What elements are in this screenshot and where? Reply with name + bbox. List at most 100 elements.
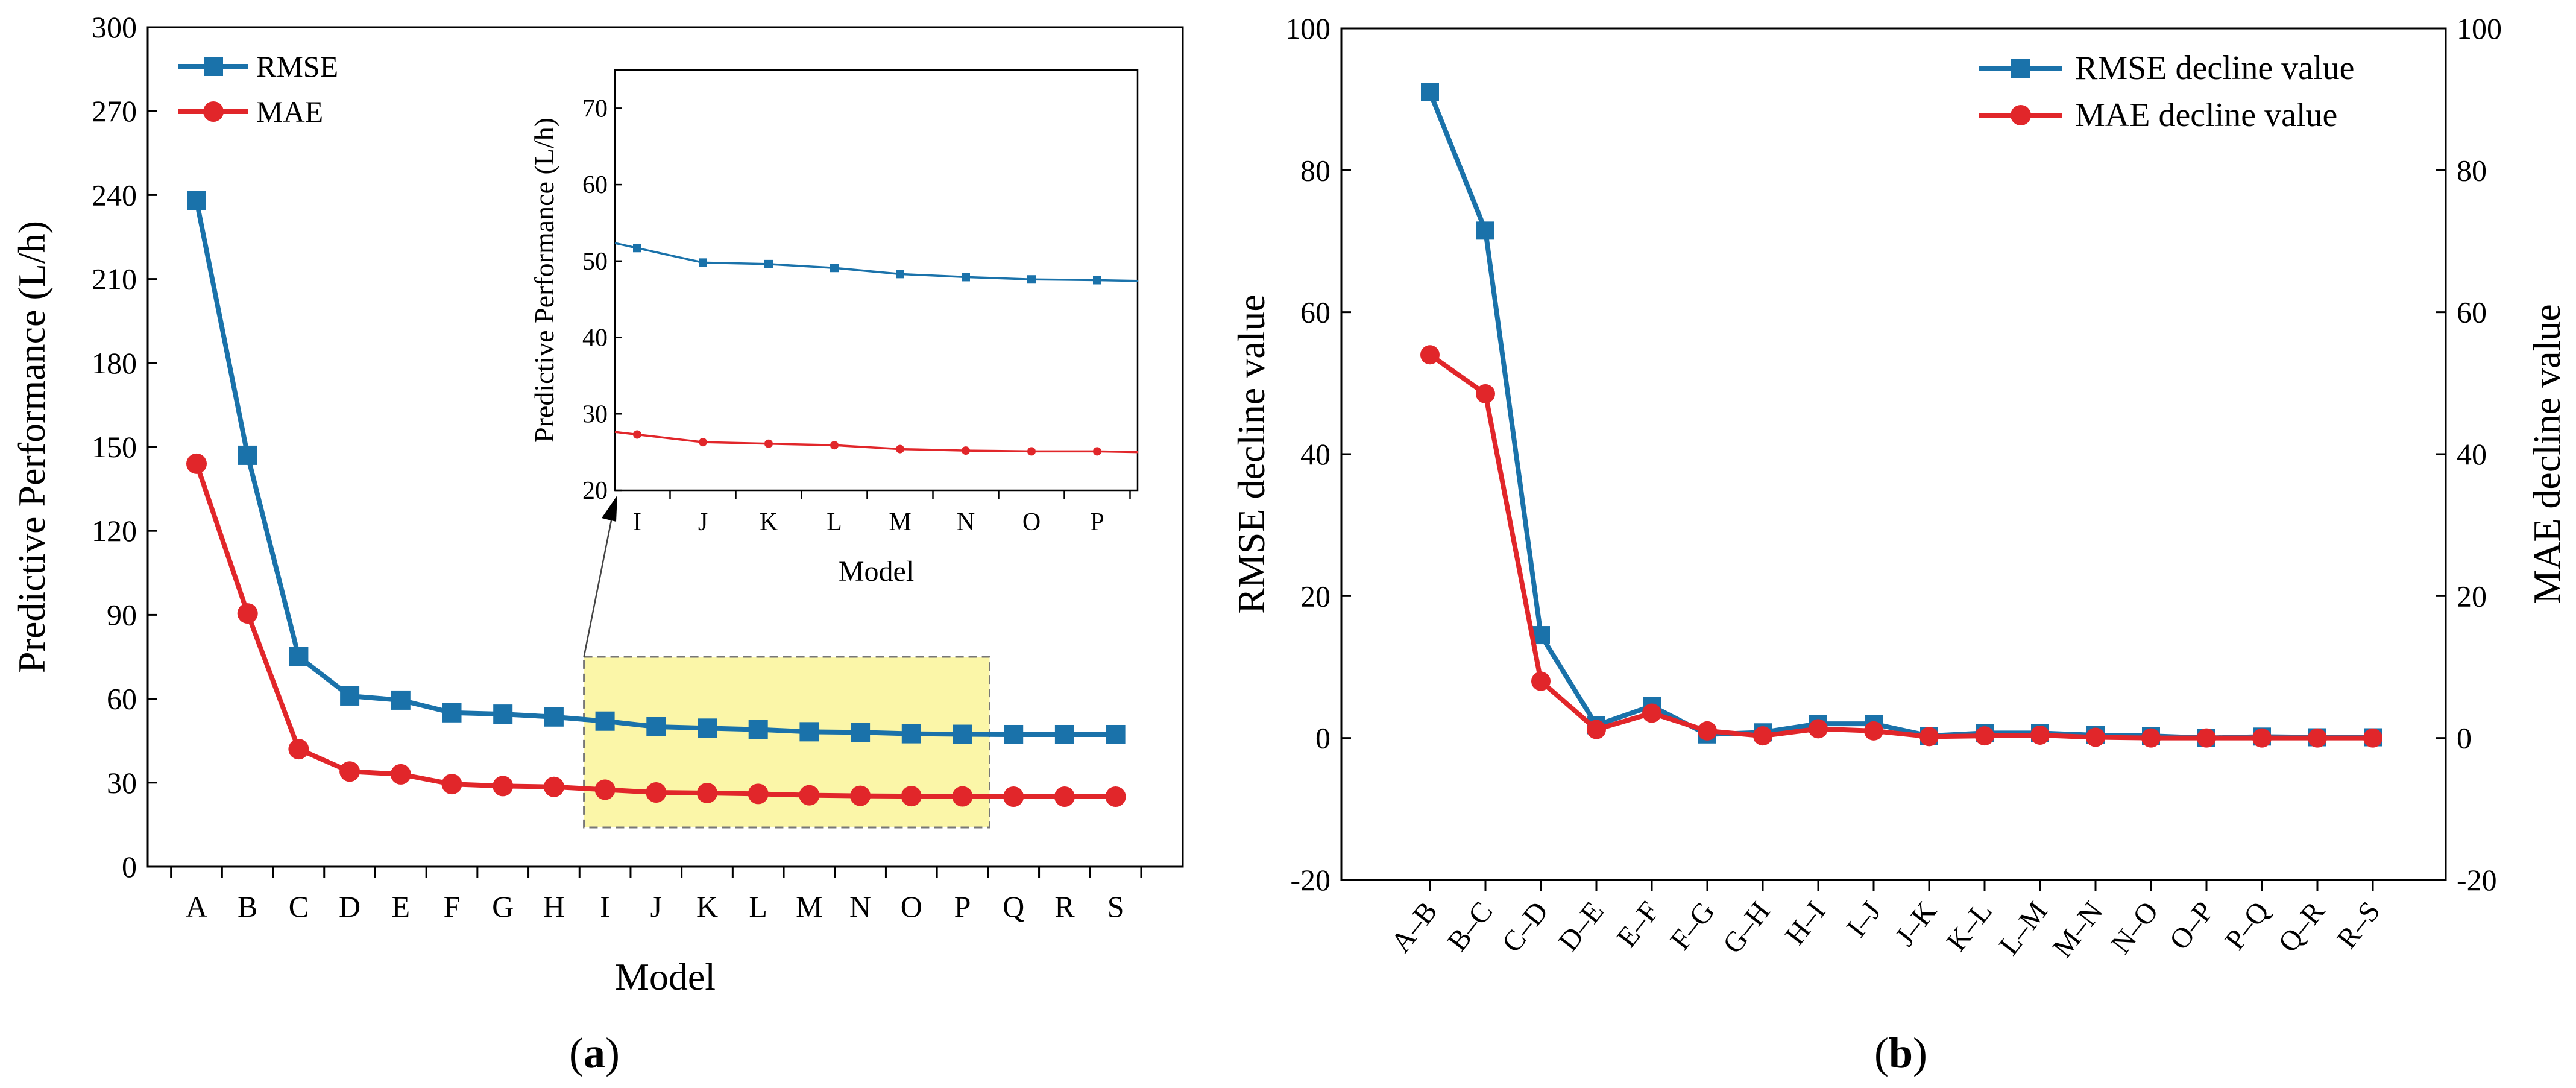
y-tick-label: 150 [92,430,137,464]
legend-swatch-marker [2011,105,2031,125]
inset-y-tick-label: 70 [582,95,608,122]
x-tick-label: J–K [1889,896,1943,952]
data-point-mae-decline [2197,728,2216,748]
inset-data-point-mae [633,430,641,439]
y-tick-label: 240 [92,178,137,212]
y-tick-label-left: 20 [1300,579,1331,613]
data-point-rmse [391,690,411,710]
y-tick-label: 300 [92,10,137,44]
data-point-mae-decline [1476,384,1495,403]
inset-data-point-mae [1027,447,1036,456]
x-tick-label: O [901,890,922,923]
data-point-mae [186,453,207,474]
data-point-mae-decline [1698,721,1717,741]
data-point-mae-decline [1753,726,1772,746]
inset-x-tick-label: I [633,508,641,536]
inset-x-tick-label: N [957,508,975,536]
series-line-rmse-decline [1428,91,2373,741]
x-tick-label: S [1107,890,1124,923]
data-point-mae [799,785,820,806]
x-tick-label: M [796,890,822,923]
x-tick-label: F [444,890,461,923]
data-point-rmse [646,717,666,736]
x-tick-label: K–L [1941,896,1998,957]
inset-data-point-mae [764,439,773,448]
inset-data-point-rmse [896,270,904,279]
inset-x-tick-label: M [889,508,911,536]
data-point-rmse [748,720,768,739]
zoom-connector-arrowhead [602,495,617,522]
data-point-mae [339,761,361,782]
inset-y-tick-label: 60 [582,171,608,199]
data-point-rmse [340,686,360,706]
legend-swatch-marker [203,101,224,122]
panel-label-a: (a) [569,1029,620,1077]
inset-data-point-rmse [764,259,773,268]
y-tick-label-right: 100 [2457,11,2502,45]
data-point-mae-decline [2141,728,2161,748]
y-tick-label: 60 [107,682,137,716]
data-point-mae [1105,786,1126,807]
data-point-rmse [493,704,513,724]
inset-x-tick-label: K [760,508,778,536]
data-point-mae-decline [2363,728,2382,748]
x-tick-label: E [392,890,411,923]
inset-data-point-rmse [633,244,641,253]
data-point-mae [748,783,769,805]
data-point-rmse [799,722,819,742]
x-tick-label: D–E [1552,896,1610,957]
data-point-rmse [595,711,615,731]
data-point-mae-decline [2252,728,2272,748]
legend-label: RMSE decline value [2075,49,2354,87]
data-point-mae-decline [1531,671,1551,691]
x-tick-label: A–B [1385,896,1444,958]
data-point-rmse [544,707,564,727]
y-tick-label-left: 0 [1315,721,1331,755]
inset-y-tick-label: 20 [582,477,608,505]
data-point-rmse [289,647,309,666]
y-axis-label: Predictive Performance (L/h) [10,221,53,673]
inset-data-point-mae [896,444,904,454]
x-tick-label: F–G [1664,896,1721,956]
x-tick-label: N–O [2105,896,2164,960]
data-point-mae-decline [1587,720,1606,739]
inset-data-point-rmse [830,264,839,273]
data-point-mae [237,603,258,624]
x-tick-label: M–N [2047,896,2109,963]
data-point-rmse [851,723,871,742]
inset-data-point-mae [1093,447,1101,456]
data-point-mae-decline [1919,727,1939,747]
data-point-mae [901,786,922,807]
inset-y-tick-label: 50 [582,248,608,276]
x-tick-label: O–P [2163,896,2220,956]
data-point-rmse [698,718,717,738]
x-tick-label: C [289,890,309,923]
data-point-rmse [442,703,462,723]
inset-series-line-mae [614,431,1138,454]
inset-chart: 20 30 40 50 60 70 I J K L M N O P Model Predictive Perf… [529,69,1139,587]
x-tick-label: L [749,890,767,923]
inset-data-point-rmse [962,273,970,282]
x-tick-label: K [696,890,718,923]
x-tick-label: P–Q [2219,896,2275,956]
x-tick-label: R [1054,890,1075,923]
y-tick-label-left: 40 [1300,437,1331,471]
data-point-rmse [1054,724,1074,744]
data-point-rmse [953,724,972,744]
x-tick-label: E–F [1611,896,1666,954]
data-point-mae-decline [1809,719,1828,739]
x-tick-label: Q [1003,890,1024,923]
y-tick-label-right: 20 [2457,579,2487,613]
data-point-mae [646,782,667,803]
zoom-highlight-region [583,656,990,829]
inset-y-tick-label: 40 [582,324,608,352]
y-axis-label-right: MAE decline value [2525,304,2568,604]
y-axis-label-left: RMSE decline value [1230,294,1273,614]
zoom-connector-line [583,508,615,657]
legend-swatch-marker [204,57,223,76]
y-tick-label-right: 40 [2457,437,2487,471]
inset-data-point-mae [699,438,707,447]
x-axis-label: Model [615,955,716,998]
data-point-mae [1003,786,1024,807]
